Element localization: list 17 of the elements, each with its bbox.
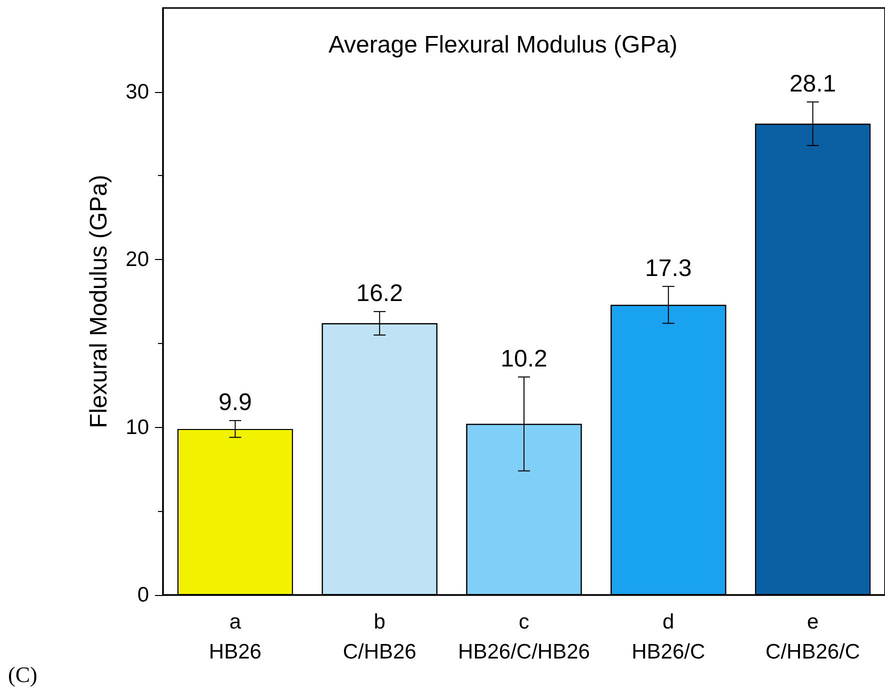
x-tick-label: b C/HB26 [342, 610, 416, 664]
y-axis-title: Flexural Modulus (GPa) [86, 174, 112, 428]
y-tick-label: 30 [126, 80, 149, 104]
data-label: 28.1 [789, 70, 836, 98]
text: (C) [8, 662, 38, 688]
y-tick-label: 0 [137, 584, 149, 606]
x-tick-label: a HB26 [208, 610, 262, 664]
data-label: 16.2 [356, 280, 403, 308]
x-tick-label: d HB26/C [632, 610, 706, 664]
x-tick-label: c HB26/C/HB26 [458, 610, 590, 664]
data-label: 10.2 [500, 345, 548, 372]
x-tick-label: e C/HB26/C [766, 610, 860, 664]
y-tick-label: 20 [126, 248, 149, 272]
y-tick-label: 10 [126, 416, 149, 439]
data-label: 9.9 [218, 389, 252, 416]
data-label: 17.3 [645, 254, 692, 282]
text: Average Flexural Modulus (GPa) [328, 32, 678, 58]
